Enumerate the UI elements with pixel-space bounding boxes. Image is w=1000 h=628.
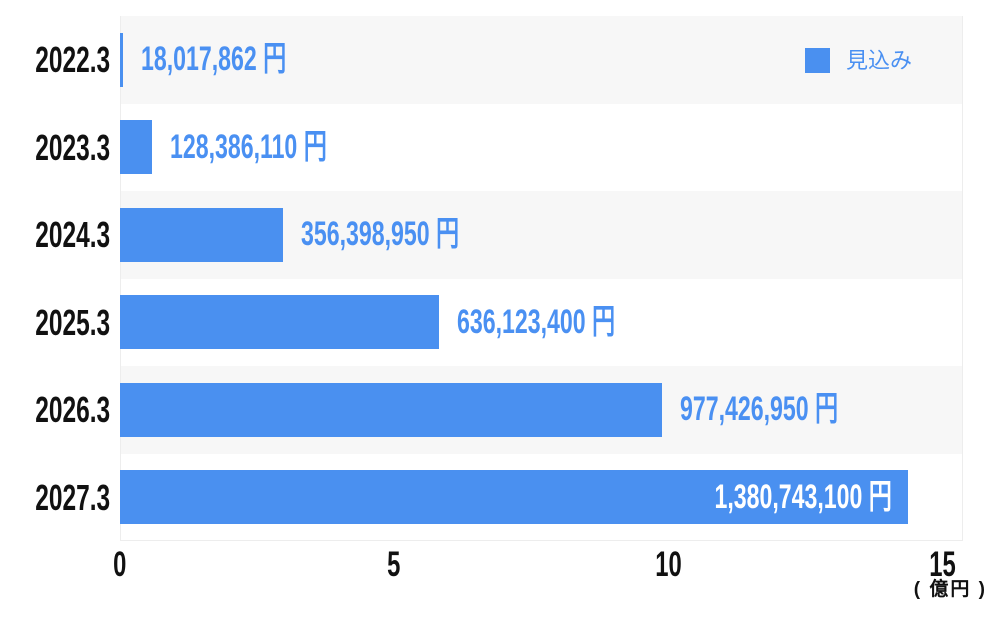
chart-bar	[120, 207, 283, 262]
chart-bar	[120, 120, 152, 175]
value-label: 18,017,862 円	[141, 40, 287, 78]
category-label: 2022.3	[35, 39, 111, 80]
value-label: 636,123,400 円	[457, 302, 616, 341]
legend-label: 見込み	[846, 48, 913, 73]
category-label: 2023.3	[35, 126, 111, 168]
category-label: 2026.3	[35, 389, 111, 430]
x-axis-tick: 5	[387, 545, 401, 584]
value-label: 977,426,950 円	[680, 390, 839, 428]
value-label: 356,398,950 円	[301, 215, 460, 253]
chart-bar	[120, 32, 123, 87]
category-label: 2024.3	[35, 214, 111, 255]
x-axis-tick: 15	[928, 545, 956, 584]
row-band	[120, 103, 963, 191]
x-axis-tick: 10	[654, 545, 682, 584]
legend-swatch	[805, 48, 830, 73]
category-label: 2025.3	[35, 301, 111, 343]
value-label: 128,386,110 円	[170, 127, 327, 166]
chart-bar	[120, 470, 908, 525]
x-axis-unit-label: ( 億円 )	[913, 579, 987, 600]
chart-bar	[120, 295, 439, 350]
value-label: 1,380,743,100 円	[714, 477, 892, 516]
x-axis-tick: 0	[113, 545, 127, 584]
chart-bar	[120, 382, 662, 437]
category-label: 2027.3	[35, 476, 111, 518]
